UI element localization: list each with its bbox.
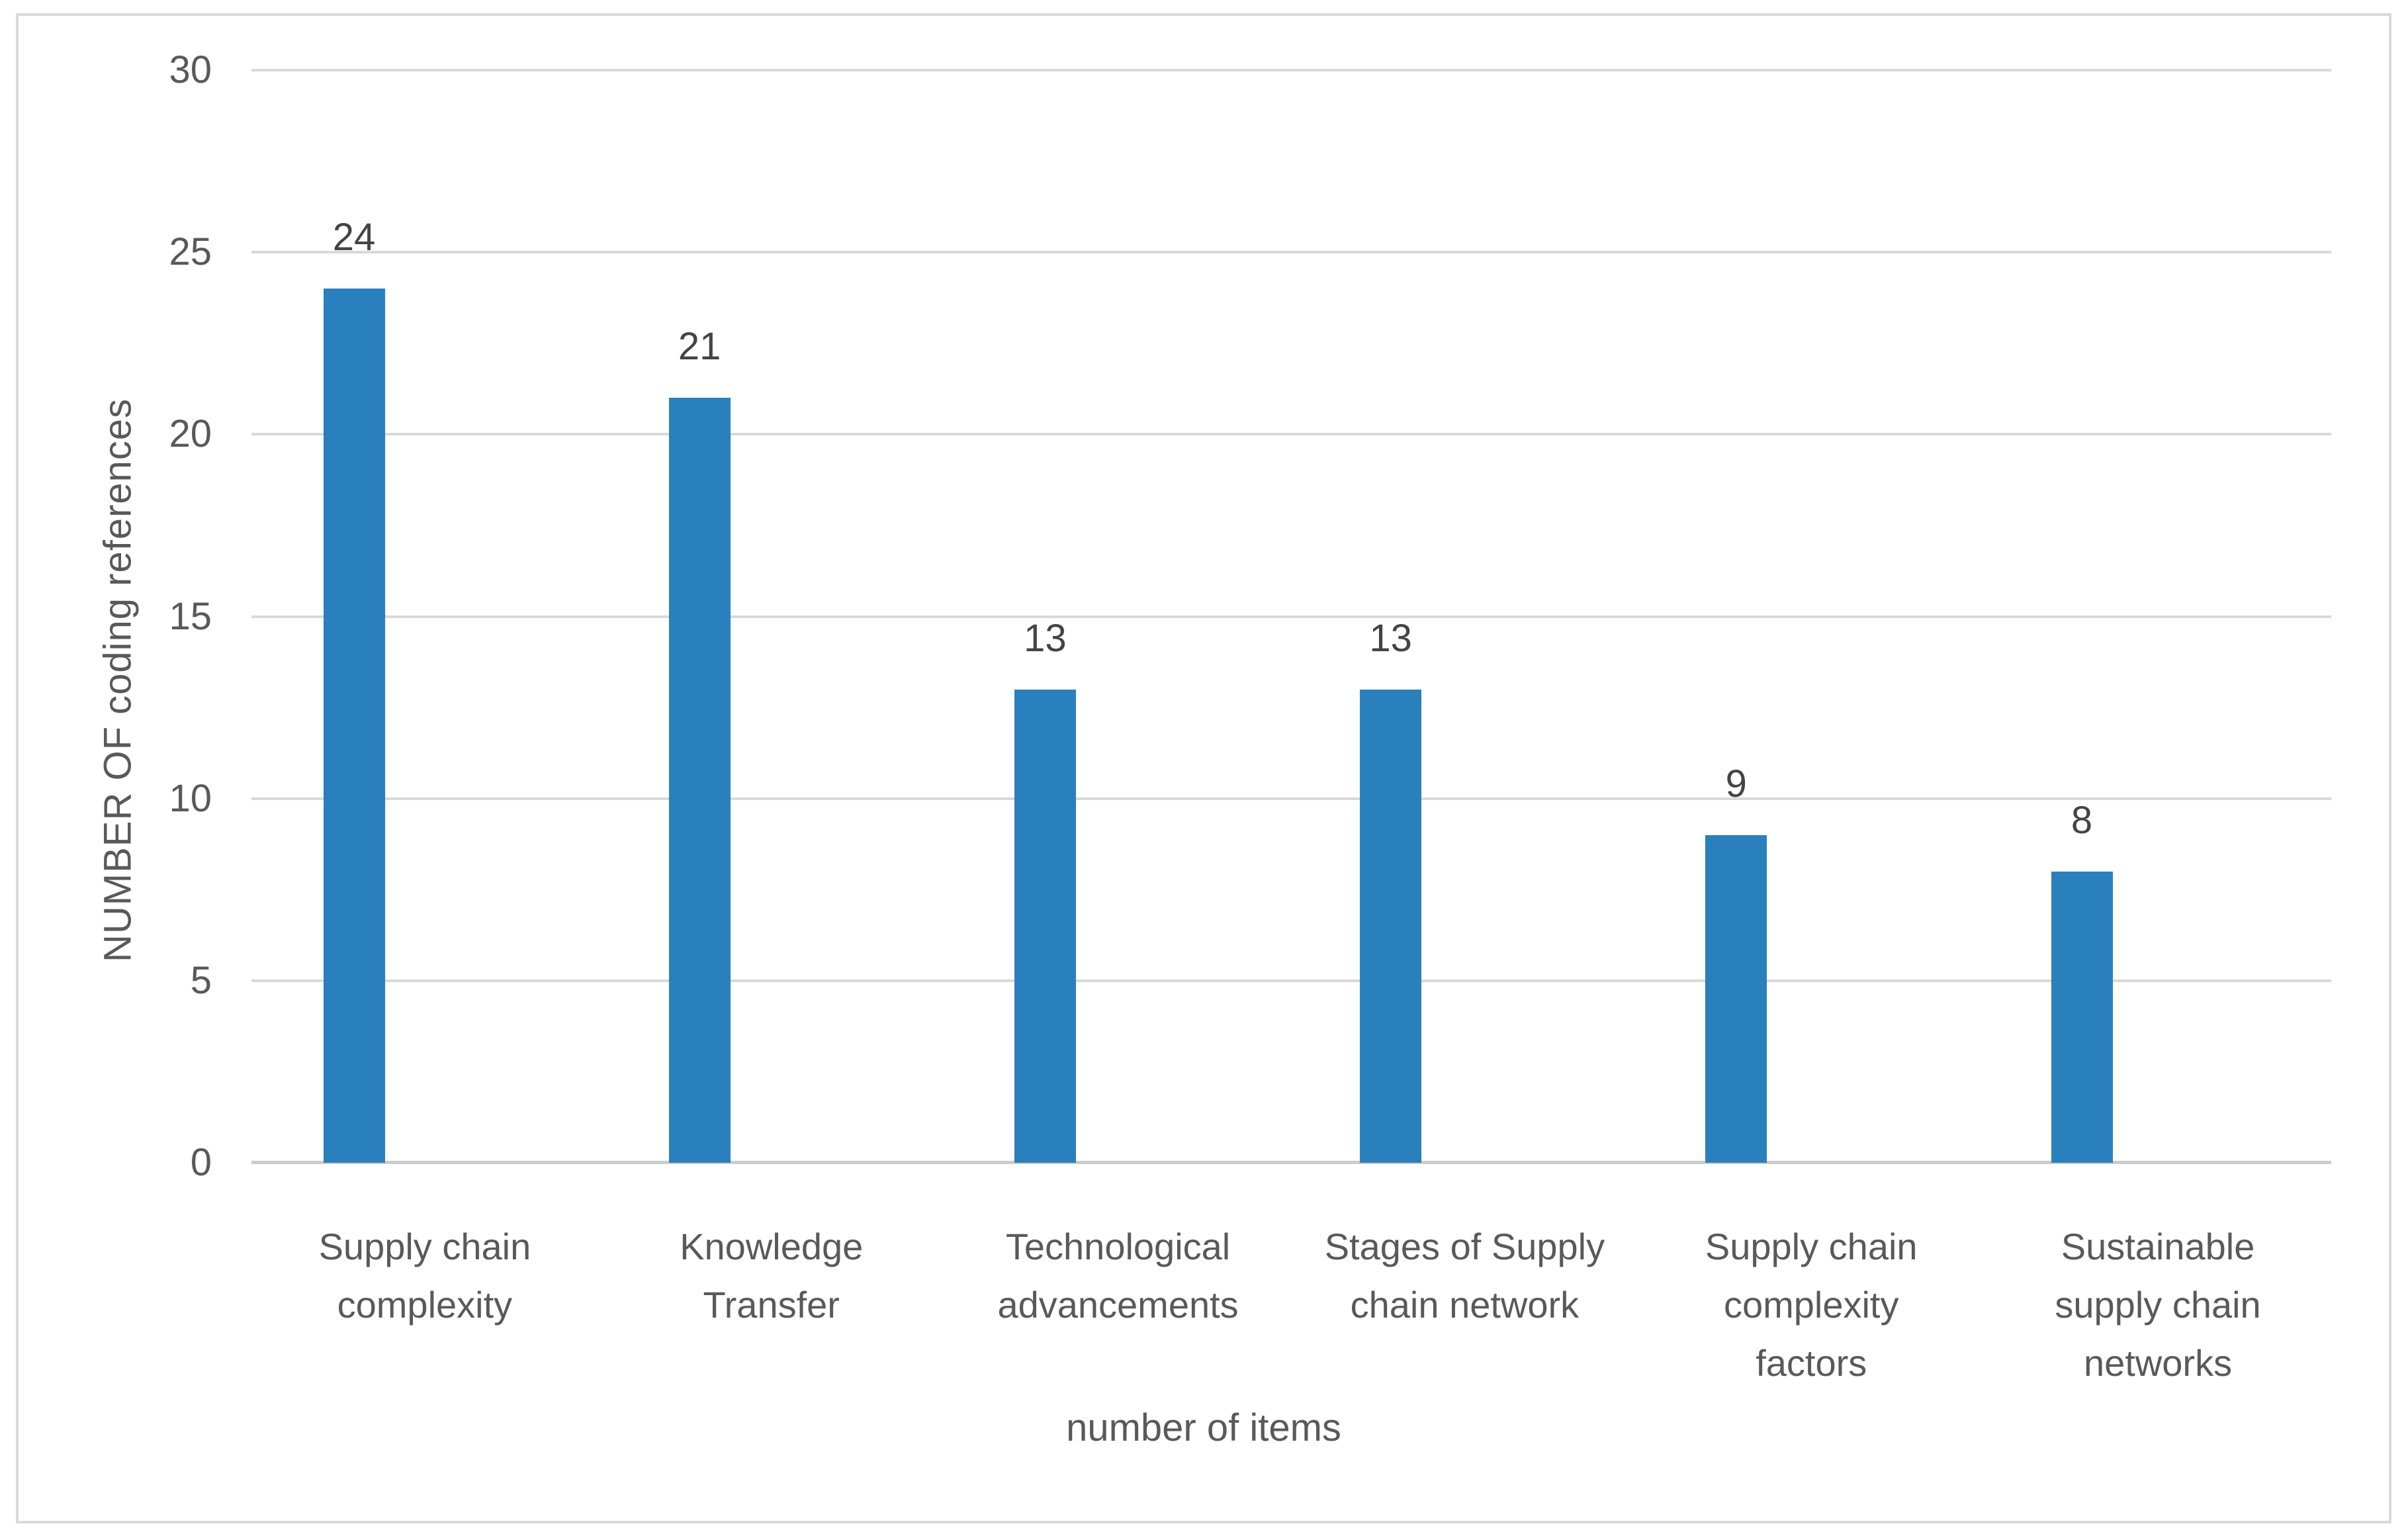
bar-value-label-1: 24	[332, 216, 376, 259]
bar-1	[323, 289, 385, 1163]
bar-6	[2051, 871, 2113, 1163]
y-axis-title: NUMBER OF coding references	[96, 398, 140, 962]
bar-value-label-4: 13	[1369, 616, 1412, 660]
y-tick-label-0: 0	[190, 1141, 212, 1184]
y-tick-label-5: 5	[190, 958, 212, 1002]
gridline-10	[251, 797, 2331, 800]
y-tick-label-20: 20	[169, 412, 212, 456]
y-tick-label-25: 25	[169, 230, 212, 274]
category-label-3: Technological advancements	[997, 1226, 1239, 1326]
x-axis-line	[251, 1161, 2331, 1164]
chart-frame-border	[16, 13, 2391, 1523]
bar-3	[1014, 689, 1076, 1163]
category-label-5: Supply chain complexity factors	[1705, 1226, 1918, 1384]
bar-value-label-2: 21	[678, 325, 721, 369]
x-axis-category-labels: Supply chain complexity Knowledge Transfe…	[251, 1218, 2331, 1392]
plot-area: 0 5 10 15 20 25 30 24 21 13 13 9 8	[169, 51, 2331, 1182]
x-axis-title: number of items	[1066, 1406, 1341, 1449]
category-label-1: Supply chain complexity	[318, 1226, 531, 1326]
bar-value-label-3: 13	[1024, 616, 1067, 660]
gridline-15	[251, 615, 2331, 618]
gridline-5	[251, 979, 2331, 982]
category-label-4: Stages of Supply chain network	[1324, 1226, 1605, 1326]
bar-4	[1360, 689, 1422, 1163]
bar-2	[668, 398, 731, 1163]
bar-value-label-6: 8	[2071, 798, 2093, 842]
category-label-6: Sustainable supply chain networks	[2055, 1226, 2261, 1384]
y-tick-label-15: 15	[169, 594, 212, 638]
gridline-30	[251, 69, 2331, 71]
y-tick-label-30: 30	[169, 48, 212, 91]
y-tick-label-10: 10	[169, 776, 212, 820]
bar-5	[1705, 835, 1767, 1163]
gridline-25	[251, 251, 2331, 254]
bar-value-label-5: 9	[1725, 762, 1747, 805]
category-label-2: Knowledge Transfer	[680, 1226, 864, 1326]
gridline-20	[251, 433, 2331, 436]
